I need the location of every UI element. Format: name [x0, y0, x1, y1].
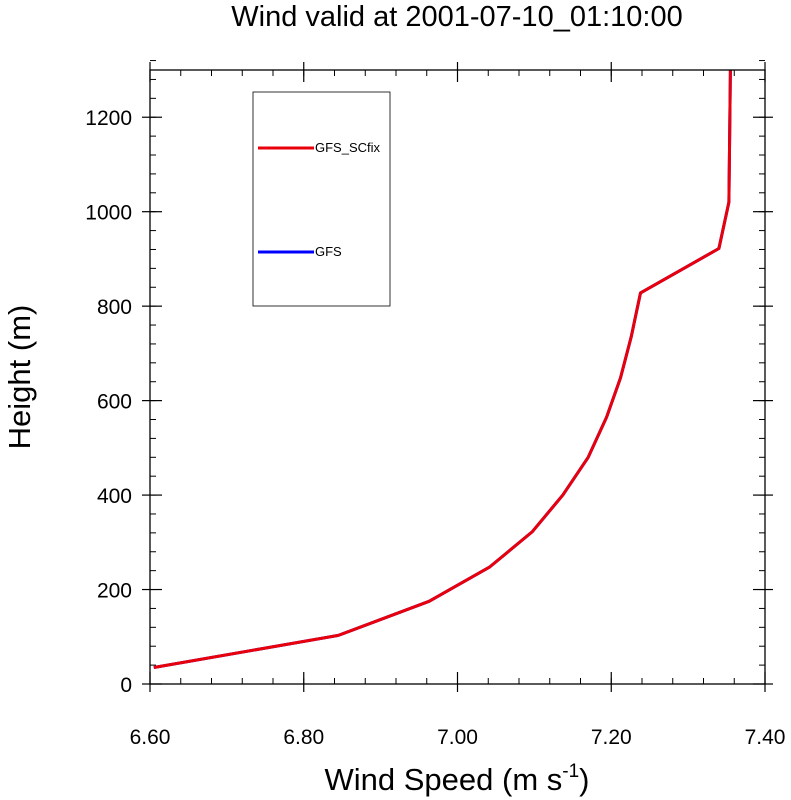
axis-ticks	[142, 60, 773, 692]
x-axis-label-suffix: )	[579, 762, 589, 797]
series-line-gfs-scfix	[153, 69, 732, 669]
plot-frame	[149, 69, 766, 685]
y-tick-label: 600	[97, 391, 132, 414]
y-tick-label: 800	[97, 296, 132, 319]
chart-title: Wind valid at 2001-07-10_01:10:00	[231, 1, 682, 33]
legend-box	[252, 91, 391, 307]
x-tick-label: 6.80	[283, 726, 324, 749]
y-tick-label: 400	[97, 485, 132, 508]
x-axis-label-main: Wind Speed (m s	[325, 762, 563, 797]
x-axis-label-superscript: -1	[562, 761, 579, 782]
x-tick-label: 6.60	[130, 726, 171, 749]
y-tick-label: 1000	[85, 202, 132, 225]
x-tick-label: 7.40	[745, 726, 786, 749]
legend: GFS_SCfix GFS	[252, 91, 391, 307]
x-axis-label: Wind Speed (m s-1)	[325, 761, 590, 797]
legend-label-gfs-scfix: GFS_SCfix	[315, 140, 381, 155]
y-axis-label: Height (m)	[2, 305, 37, 450]
x-tick-label: 7.20	[591, 726, 632, 749]
y-tick-label: 1200	[85, 107, 132, 130]
series-line-gfs	[153, 69, 732, 669]
axis-tick-labels: 6.60 6.80 7.00 7.20 7.40 0 200 400 600 800 1000 120…	[85, 107, 785, 749]
x-tick-label: 7.00	[437, 726, 478, 749]
y-tick-label: 0	[120, 674, 132, 697]
legend-label-gfs: GFS	[315, 244, 342, 259]
y-tick-label: 200	[97, 580, 132, 603]
plot-series	[153, 69, 732, 669]
